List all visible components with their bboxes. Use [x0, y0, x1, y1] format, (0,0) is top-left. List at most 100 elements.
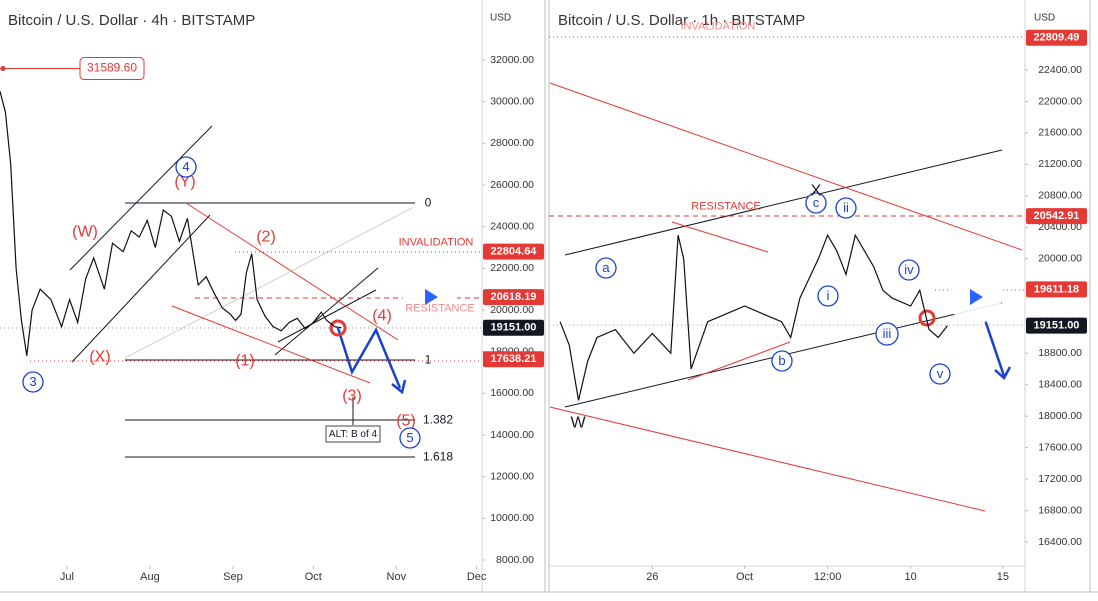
- x-tick-label: 12:00: [814, 571, 842, 583]
- right-drawings: [549, 36, 1025, 512]
- trendline: [274, 267, 379, 356]
- channel-line: [171, 305, 371, 384]
- arrow-head: [391, 379, 407, 395]
- chart-title: Bitcoin / U.S. Dollar · 4h · BITSTAMP: [8, 12, 255, 29]
- wave-circle: [898, 259, 920, 281]
- y-tick-label: 18400.00: [1038, 378, 1082, 390]
- y-tick-label: 16000.00: [490, 387, 534, 399]
- y-tick-label: 10000.00: [490, 512, 534, 524]
- wave-circle: [835, 197, 857, 219]
- y-tick-label: 28000.00: [490, 137, 534, 149]
- price-label: 22809.49: [1034, 32, 1080, 44]
- y-tick-label: 16800.00: [1038, 504, 1082, 516]
- y-tick-label: 20400.00: [1038, 221, 1082, 233]
- annotation: 1.618: [423, 450, 453, 464]
- annotation: (1): [235, 353, 255, 370]
- price-label-box: [483, 289, 544, 306]
- price-label: 19151.00: [491, 322, 537, 334]
- annotation: X: [811, 183, 822, 200]
- annotation: a: [602, 260, 610, 275]
- price-label: 17638.21: [491, 353, 537, 365]
- x-tick-label: 15: [997, 571, 1009, 583]
- channel-line: [549, 82, 1023, 251]
- wave-circle: [929, 363, 951, 385]
- wave-circle: [22, 371, 44, 393]
- highlight-circle: [918, 309, 936, 327]
- price-label: 19611.18: [1034, 283, 1079, 295]
- price-label-box: [1026, 208, 1087, 225]
- channel-line: [549, 406, 986, 512]
- annotation: iii: [883, 326, 892, 341]
- annotation: 4: [182, 159, 189, 174]
- price-label-box: [1026, 281, 1087, 298]
- annotation: iv: [904, 262, 914, 277]
- y-tick-label: 16400.00: [1038, 536, 1082, 548]
- annotation: (X): [89, 349, 110, 366]
- channel-line: [185, 202, 399, 341]
- wave-circle: [817, 285, 839, 307]
- x-tick-label: Aug: [140, 571, 160, 583]
- play-icon[interactable]: [425, 289, 438, 305]
- axis-unit: USD: [490, 13, 511, 24]
- annotation: i: [827, 288, 830, 303]
- price-label-box: [1026, 317, 1087, 334]
- callout-label: 31589.60: [87, 61, 137, 75]
- trendline: [277, 289, 377, 343]
- annotation: 1.382: [423, 413, 453, 427]
- annotation: W: [570, 415, 586, 432]
- annotation: b: [778, 353, 785, 368]
- annotation: 0: [425, 196, 432, 210]
- annotation: 1: [425, 353, 432, 367]
- trendline: [71, 214, 211, 363]
- price-label: 22804.64: [491, 245, 538, 257]
- annotation: INVALIDATION: [681, 20, 756, 32]
- x-tick-label: Oct: [736, 571, 753, 583]
- y-tick-label: 22000.00: [490, 262, 534, 274]
- price-label-box: [483, 243, 544, 260]
- price-line: [0, 91, 342, 356]
- annotation: 3: [29, 374, 36, 389]
- highlight-circle: [329, 319, 347, 337]
- play-button[interactable]: [948, 270, 1002, 324]
- trendline: [564, 149, 1003, 256]
- y-tick-label: 21200.00: [1038, 158, 1082, 170]
- axis-unit: USD: [1034, 13, 1055, 24]
- trendline: [69, 125, 213, 271]
- annotation: (5): [396, 413, 416, 430]
- arrow-head: [994, 366, 1012, 380]
- wave-circle: [875, 322, 899, 346]
- callout-dot: [0, 66, 6, 72]
- annotation: RESISTANCE: [405, 302, 474, 314]
- play-icon[interactable]: [970, 289, 983, 305]
- x-tick-label: 10: [904, 571, 916, 583]
- wave-circle: [399, 427, 421, 449]
- price-line: [559, 233, 948, 401]
- price-label: 19151.00: [1034, 320, 1080, 332]
- trendline: [671, 221, 769, 253]
- callout-box: [79, 57, 145, 81]
- annotation: (3): [342, 388, 362, 405]
- price-label: 20618.19: [491, 291, 537, 303]
- annotation-box: [325, 425, 381, 443]
- x-tick-label: Jul: [60, 571, 74, 583]
- play-button[interactable]: [403, 270, 457, 324]
- annotation: INVALIDATION: [399, 236, 474, 248]
- x-tick-label: Oct: [305, 571, 322, 583]
- projection-arrow: [336, 327, 402, 389]
- y-tick-label: 24000.00: [490, 220, 534, 232]
- annotation: (W): [72, 224, 98, 241]
- y-tick-label: 18000.00: [1038, 410, 1082, 422]
- wave-circle: [595, 257, 617, 279]
- price-label: 20542.91: [1034, 210, 1080, 222]
- y-tick-label: 18800.00: [1038, 347, 1082, 359]
- y-tick-label: 20800.00: [1038, 190, 1082, 202]
- wave-circle: [805, 192, 827, 214]
- y-tick-label: 22000.00: [1038, 95, 1082, 107]
- price-label-box: [1026, 29, 1087, 46]
- annotation: (2): [256, 229, 276, 246]
- price-label-box: [483, 319, 544, 336]
- y-tick-label: 17600.00: [1038, 441, 1082, 453]
- annotation: 5: [406, 430, 413, 445]
- y-tick-label: 8000.00: [496, 554, 534, 566]
